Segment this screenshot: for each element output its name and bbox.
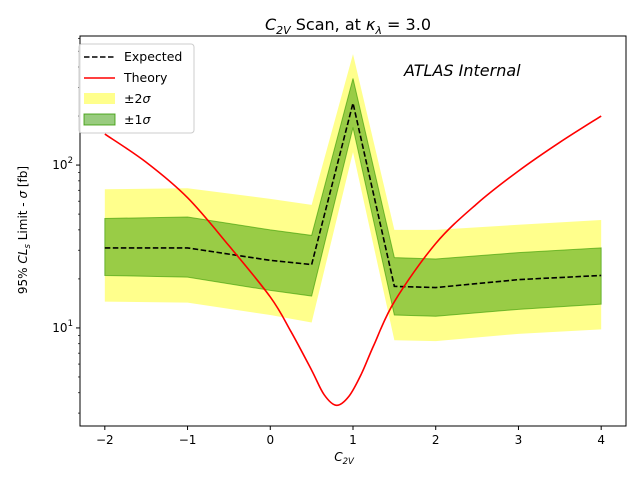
y-axis-ticks: 101 102 bbox=[52, 37, 80, 414]
x-tick-label: 0 bbox=[266, 433, 274, 447]
xlabel-c-sub: 2V bbox=[343, 457, 355, 467]
x-tick-label: −1 bbox=[179, 433, 197, 447]
chart-title: C2V Scan, at κλ = 3.0 bbox=[265, 15, 431, 37]
legend-2sigma-pre: ±2 bbox=[124, 91, 142, 106]
x-tick-label: −2 bbox=[96, 433, 114, 447]
ylabel-sigma: σ bbox=[16, 191, 30, 199]
legend-1sigma-pre: ±1 bbox=[124, 112, 142, 127]
x-axis-label: C2V bbox=[334, 450, 355, 467]
x-axis-ticks: −2 −1 0 1 2 3 4 bbox=[96, 426, 605, 447]
title-kappa-sub: λ bbox=[374, 24, 382, 37]
legend-label-2sigma: ±2σ bbox=[124, 91, 151, 106]
legend-2sigma-sym: σ bbox=[142, 91, 151, 106]
atlas-annotation: ATLAS Internal bbox=[403, 61, 521, 80]
title-c-sub: 2V bbox=[276, 24, 292, 37]
series-line-theory bbox=[104, 115, 602, 407]
series-line-expected bbox=[104, 102, 602, 289]
x-tick-label: 4 bbox=[597, 433, 605, 447]
x-tick-label: 3 bbox=[515, 433, 523, 447]
y-axis-label: 95% CLs Limit - σ [fb] bbox=[16, 166, 33, 294]
legend-swatch-1sigma bbox=[83, 113, 116, 126]
xlabel-c: C bbox=[334, 450, 343, 464]
title-mid: Scan, at bbox=[291, 15, 366, 34]
y-tick-label: 101 bbox=[52, 319, 73, 335]
band-1sigma bbox=[104, 78, 602, 317]
uncertainty-bands bbox=[104, 54, 602, 342]
legend-1sigma-sym: σ bbox=[142, 112, 151, 127]
series-lines bbox=[104, 102, 602, 407]
x-tick-label: 1 bbox=[349, 433, 357, 447]
legend-label-expected: Expected bbox=[124, 49, 182, 64]
ylabel-cl-sub: s bbox=[23, 244, 33, 249]
ylabel-b: Limit - bbox=[16, 199, 30, 245]
ylabel-a: 95% bbox=[16, 264, 30, 295]
legend-label-theory: Theory bbox=[123, 70, 168, 85]
y-tick-label: 102 bbox=[52, 156, 73, 172]
ylabel-cl: CL bbox=[16, 249, 30, 264]
legend-frame bbox=[78, 43, 195, 134]
title-c: C bbox=[265, 15, 277, 34]
title-tail: = 3.0 bbox=[382, 15, 431, 34]
legend: Expected Theory ±2σ ±1σ bbox=[78, 43, 195, 134]
legend-label-1sigma: ±1σ bbox=[124, 112, 151, 127]
x-tick-label: 2 bbox=[432, 433, 440, 447]
title-kappa: κ bbox=[366, 15, 376, 34]
legend-swatch-2sigma bbox=[84, 93, 115, 104]
ylabel-c: [fb] bbox=[16, 166, 30, 191]
